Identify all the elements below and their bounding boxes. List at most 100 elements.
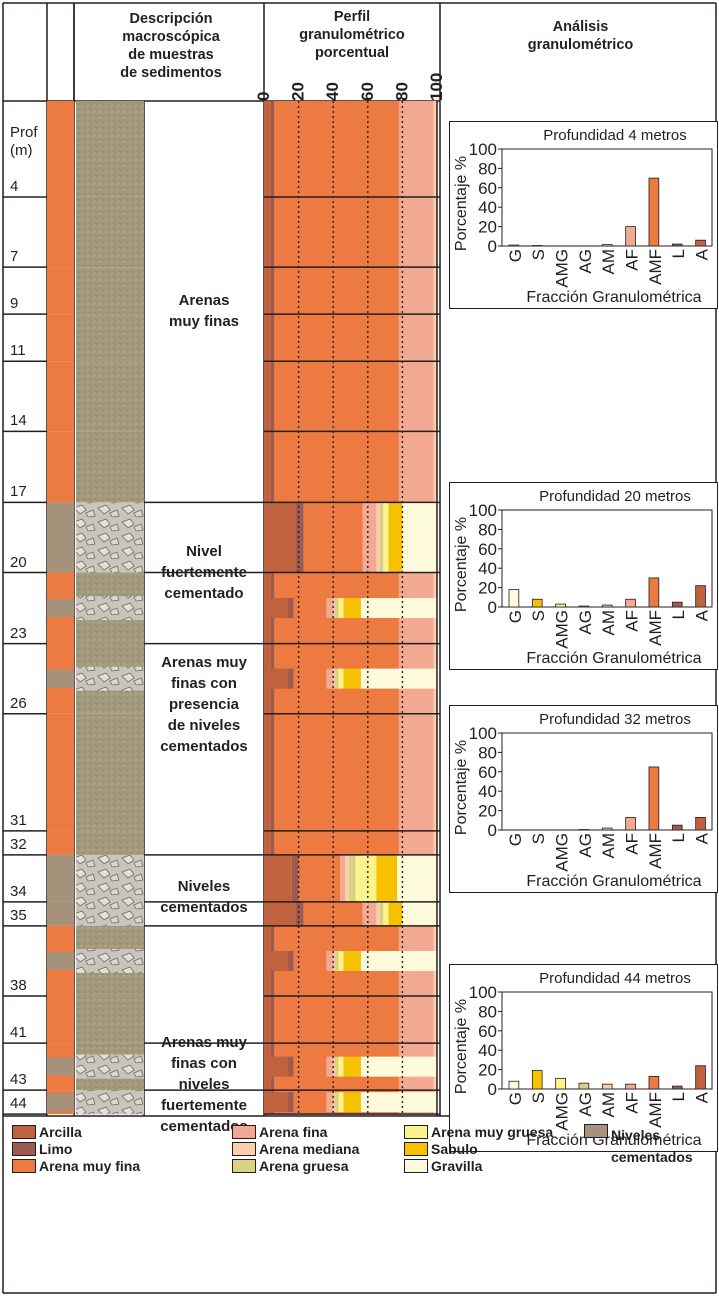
legend-item: Arena muy gruesa	[404, 1124, 553, 1140]
header-perfil: Perfil granulométrico porcentual	[264, 8, 440, 62]
header-line: granulométrico	[527, 37, 634, 53]
lithology-band	[47, 951, 74, 970]
profile-segment	[398, 996, 434, 1044]
legend-swatch	[404, 1125, 428, 1139]
profile-segment	[274, 101, 399, 197]
lithology-cell	[47, 267, 74, 315]
chart-title: Profundidad 4 metros	[543, 127, 686, 144]
profile-segment	[398, 314, 434, 362]
header-line: de muestras	[128, 47, 214, 63]
x-tick-label: AM	[599, 610, 618, 636]
profile-segment	[274, 196, 399, 268]
legend-label: Arena fina	[259, 1124, 328, 1140]
profile-segment	[264, 1092, 289, 1113]
bar-chart: Profundidad 44 metros 0 20 40 60 80 100 Porcent…	[449, 964, 718, 1152]
x-tick-label: A	[693, 832, 712, 844]
y-tick-label: 60	[478, 763, 497, 782]
profile-segment	[398, 196, 434, 268]
profile-segment	[333, 1056, 335, 1077]
profile-segment	[288, 598, 294, 619]
profile-segment	[264, 1056, 289, 1077]
x-axis-label: Fracción Granulométrica	[526, 1132, 701, 1149]
y-tick-label: 40	[478, 782, 497, 801]
description-line: cementados	[160, 738, 248, 755]
profile-segment	[264, 901, 296, 926]
profile-segment	[402, 901, 437, 926]
profile-segment	[333, 598, 335, 619]
description-line: muy finas	[168, 313, 240, 330]
plot-frame	[501, 732, 713, 831]
profile-segment	[274, 431, 399, 503]
header-line: Análisis	[552, 19, 609, 35]
x-tick-label: L	[669, 249, 688, 258]
x-tick-label: L	[669, 833, 688, 842]
profile-segment	[398, 361, 434, 432]
bar	[671, 243, 683, 247]
profile-segment	[270, 267, 275, 315]
profile-segment	[326, 950, 334, 971]
y-axis-label: Porcentaje %	[453, 156, 470, 251]
header-description: Descripción macroscópica de muestras de …	[76, 10, 266, 82]
bar	[671, 824, 683, 831]
sample-photo-band	[76, 1090, 144, 1115]
profile-segment	[274, 996, 399, 1044]
profile-segment	[360, 1056, 437, 1077]
legend-item: Limo	[12, 1141, 72, 1157]
profile-segment	[270, 314, 275, 362]
bar	[625, 1083, 636, 1090]
lithology-cell	[47, 502, 74, 573]
header-line: Descripción	[129, 11, 213, 27]
bar	[555, 603, 566, 608]
x-tick-label: AMG	[553, 610, 572, 649]
x-tick-label: AMG	[553, 833, 572, 872]
legend-swatch	[404, 1142, 428, 1156]
profile-segment	[270, 361, 275, 432]
legend-label: Sabulo	[431, 1141, 478, 1157]
header-line: Perfil	[333, 9, 371, 25]
depth-label: 31	[10, 811, 27, 829]
bar	[555, 1077, 566, 1090]
description-line: cementados	[160, 1118, 248, 1135]
profile-segment	[340, 854, 346, 902]
profile-tick-label: 100	[427, 73, 446, 101]
profile-segment	[264, 854, 292, 902]
bar	[531, 598, 543, 608]
bar	[648, 1075, 660, 1090]
lithology-band	[47, 669, 74, 688]
x-tick-label: G	[506, 833, 525, 846]
lithology-band	[47, 1057, 74, 1076]
bar	[625, 598, 636, 608]
profile-segment	[343, 668, 361, 689]
profile-segment	[270, 713, 275, 831]
x-tick-label: AF	[623, 833, 642, 855]
depth-title-line: (m)	[10, 142, 33, 159]
bar	[601, 244, 613, 247]
bar	[508, 1080, 520, 1090]
bar-chart-svg: Profundidad 44 metros 020406080100Porcent…	[453, 970, 713, 1149]
profile-segment	[264, 431, 271, 503]
profile-segment	[264, 196, 271, 268]
profile-segment	[362, 901, 377, 926]
x-tick-label: AG	[576, 833, 595, 858]
profile-segment	[334, 1092, 339, 1113]
x-tick-label: AMG	[553, 1092, 572, 1131]
bar	[648, 177, 660, 247]
depth-label: 11	[10, 342, 26, 360]
legend-label: Limo	[39, 1141, 73, 1157]
sample-photo-band	[76, 596, 144, 621]
depth-label: 17	[10, 483, 27, 501]
legend-swatch	[584, 1124, 608, 1138]
bar	[695, 1065, 706, 1090]
x-axis-label: Fracción Granulométrica	[526, 289, 701, 306]
y-tick-label: 80	[478, 159, 497, 178]
sample-photo	[76, 431, 144, 503]
sample-photo	[76, 830, 144, 855]
sample-photo	[76, 361, 144, 432]
description-niveles-cementados: Niveles cementados	[146, 876, 262, 918]
profile-segment	[274, 713, 399, 831]
bar	[648, 577, 660, 608]
bar-chart-svg: Profundidad 32 metros 020406080100Porcent…	[453, 711, 713, 890]
y-tick-label: 100	[469, 501, 497, 520]
profile-segment	[433, 314, 437, 362]
